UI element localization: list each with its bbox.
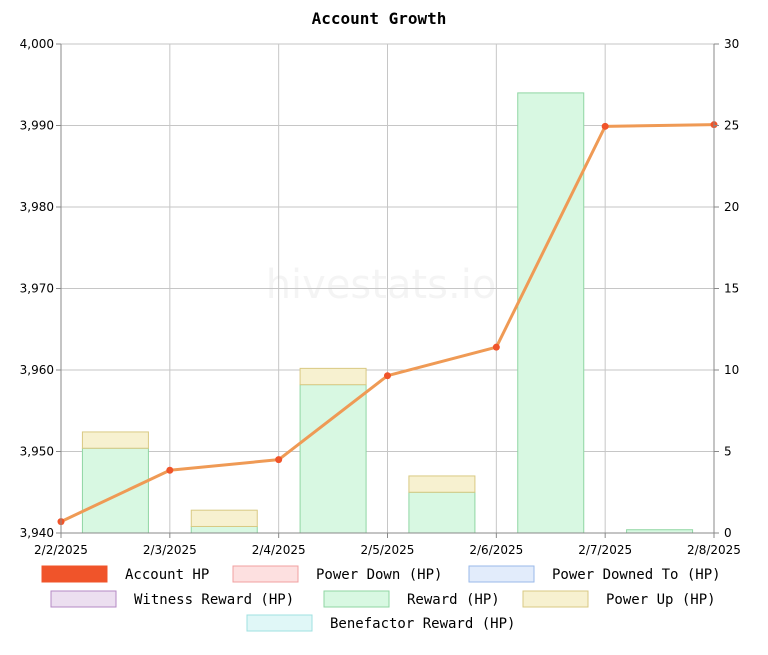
bar-power-up-hp: [299, 367, 367, 386]
legend-item: Benefactor Reward (HP): [246, 614, 515, 632]
axes: 3,940 3,950 3,960 3,970 3,980 3,990 4,000 0 5 10 1…: [20, 37, 741, 557]
watermark: hivestats.io: [266, 262, 497, 308]
x-tick-label: 2/6/2025: [469, 543, 523, 557]
y-right-tick-label: 15: [724, 282, 739, 296]
bar-reward-hp: [81, 447, 149, 534]
legend-label: Witness Reward (HP): [134, 592, 294, 608]
y-right-tick-label: 30: [724, 37, 739, 51]
x-tick-label: 2/7/2025: [578, 543, 632, 557]
grid-lines: [60, 43, 715, 534]
legend-item: Witness Reward (HP): [50, 590, 294, 608]
x-tick-label: 2/5/2025: [361, 543, 415, 557]
account-hp-point: [384, 372, 391, 380]
y-right-tick-label: 5: [724, 445, 732, 459]
bar-reward-hp: [517, 92, 585, 534]
y-left-tick-label: 3,980: [20, 200, 54, 214]
legend-swatch: [323, 590, 390, 608]
x-tick-label: 2/8/2025: [687, 543, 741, 557]
y-right-tick-label: 10: [724, 363, 739, 377]
x-tick-label: 2/2/2025: [34, 543, 88, 557]
bar-reward-hp: [408, 491, 476, 534]
legend-item: Reward (HP): [323, 590, 500, 608]
legend-swatch: [41, 565, 108, 583]
bar-power-up-hp: [408, 475, 476, 493]
legend-label: Reward (HP): [407, 592, 500, 608]
bar-power-up-hp: [190, 509, 258, 527]
chart-title: Account Growth: [312, 9, 447, 28]
legend-item: Account HP: [41, 565, 209, 583]
legend-swatch: [522, 590, 589, 608]
x-tick-label: 2/4/2025: [252, 543, 306, 557]
legend-item: Power Up (HP): [522, 590, 716, 608]
legend-swatch: [468, 565, 535, 583]
legend-item: Power Down (HP): [232, 565, 442, 583]
account-hp-point: [166, 466, 174, 474]
legend-label: Power Up (HP): [606, 592, 716, 608]
legend-label: Power Down (HP): [316, 567, 442, 583]
legend-swatch: [246, 614, 313, 632]
bar-reward-hp: [190, 525, 258, 534]
legend-swatch: [232, 565, 299, 583]
y-right-tick-label: 25: [724, 119, 739, 133]
legend-swatch: [50, 590, 117, 608]
account-hp-point: [275, 456, 283, 464]
y-right-tick-label: 20: [724, 200, 739, 214]
legend-label: Account HP: [125, 567, 209, 583]
line-series: [57, 121, 718, 526]
y-left-tick-label: 4,000: [20, 37, 54, 51]
y-left-tick-label: 3,970: [20, 282, 54, 296]
y-right-tick-label: 0: [724, 526, 732, 540]
legend-item: Power Downed To (HP): [468, 565, 721, 583]
y-left-tick-label: 3,990: [20, 119, 54, 133]
account-hp-point: [601, 122, 609, 130]
y-left-tick-label: 3,960: [20, 363, 54, 377]
legend-label: Power Downed To (HP): [552, 567, 721, 583]
bar-reward-hp: [299, 384, 367, 534]
legend-label: Benefactor Reward (HP): [330, 616, 515, 632]
account-hp-point: [492, 343, 500, 351]
y-left-tick-label: 3,950: [20, 445, 54, 459]
y-left-tick-label: 3,940: [20, 526, 54, 540]
bar-power-up-hp: [81, 431, 149, 449]
x-tick-label: 2/3/2025: [143, 543, 197, 557]
legend: Account HP Power Down (HP) Power Downed To…: [41, 565, 721, 632]
